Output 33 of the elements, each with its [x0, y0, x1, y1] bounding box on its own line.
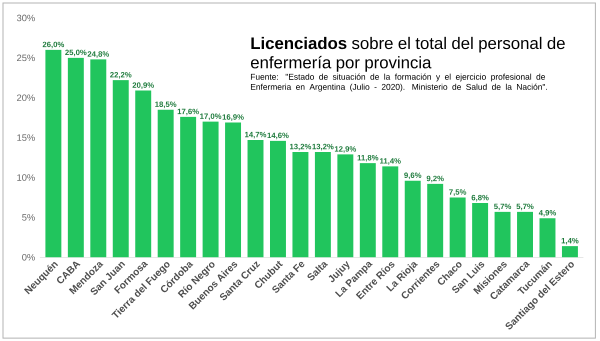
y-tick-label: 0% [22, 254, 35, 261]
bar [202, 122, 219, 258]
bar [472, 203, 488, 258]
bar [314, 152, 331, 258]
bar [427, 184, 444, 258]
annotation: Fuente: "Estado de situación de la formación y el ejercicio profesional de Enfermeria en Argentina (Julio - 2020). Ministerio de Salud de la Nación". [250, 73, 547, 92]
bar [135, 90, 152, 258]
bar [517, 212, 533, 258]
bar [225, 122, 242, 258]
bar [404, 180, 421, 258]
bar [270, 140, 286, 258]
y-tick-label: 10% [17, 174, 35, 181]
bar [382, 166, 398, 258]
bar [158, 110, 174, 258]
bar [360, 163, 376, 258]
bar [540, 218, 556, 258]
bar [292, 152, 308, 258]
y-tick-label: 25% [17, 54, 35, 62]
bar [450, 197, 466, 258]
y-tick-label: 30% [16, 14, 35, 22]
bar [180, 116, 196, 258]
bar [45, 50, 62, 258]
bar [562, 246, 578, 258]
bar [248, 140, 264, 258]
text: Licenciados sobre el total del personal de enfermería por provincia [250, 36, 565, 72]
bar [90, 59, 106, 258]
bar [68, 58, 84, 258]
bar [494, 212, 511, 258]
y-tick-label: 5% [22, 214, 35, 221]
y-tick-label: 15% [17, 134, 35, 141]
y-tick-label: 20% [17, 94, 35, 101]
bar [337, 154, 354, 258]
bar [112, 80, 129, 258]
